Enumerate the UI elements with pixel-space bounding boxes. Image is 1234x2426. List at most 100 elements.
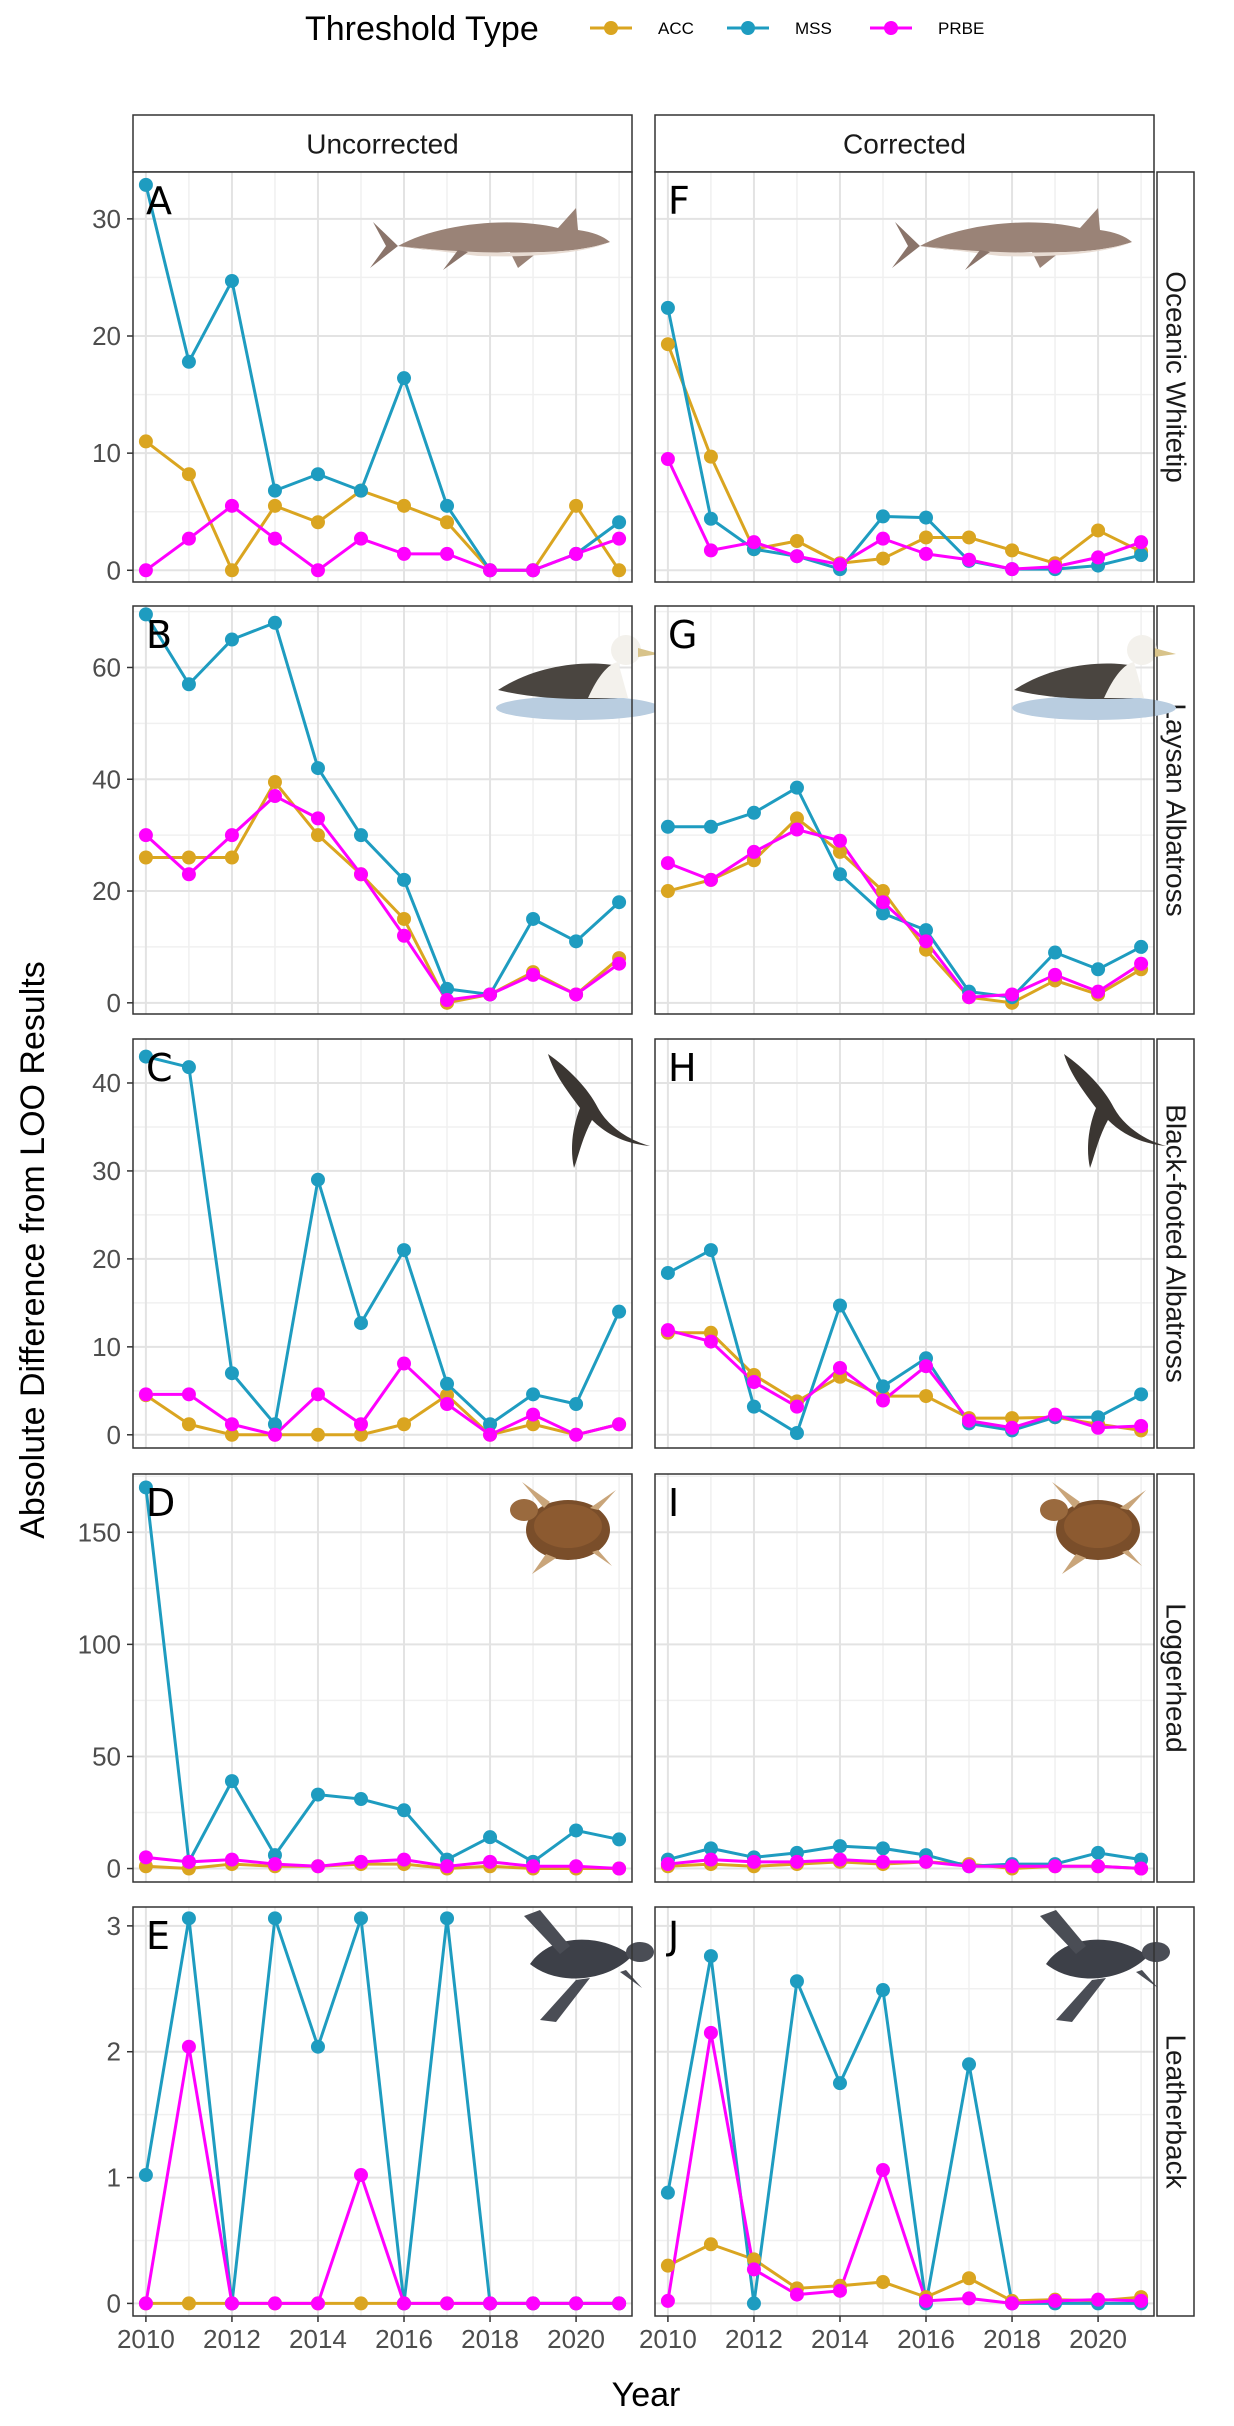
data-point-prbe [181, 1387, 196, 1402]
data-point-mss [569, 1397, 584, 1412]
data-point-acc [224, 1427, 239, 1442]
panel-letter: C [146, 1046, 173, 1090]
data-point-acc [832, 844, 847, 859]
panel-border [132, 605, 633, 1015]
data-point-mss [397, 371, 412, 386]
data-point-prbe [267, 1427, 282, 1442]
data-point-mss [353, 828, 368, 843]
data-point-mss [660, 300, 675, 315]
data-point-prbe [703, 543, 718, 558]
data-point-prbe [397, 2296, 412, 2311]
data-point-acc [181, 850, 196, 865]
x-axis-title: Year [612, 2376, 681, 2414]
row-strip-label: Leatherback [1161, 2034, 1192, 2189]
data-point-prbe [440, 993, 455, 1008]
panel-A: A 0 10 20 30 [92, 171, 633, 585]
data-point-mss [526, 911, 541, 926]
row-leatherback: Leatherback E 0 1 2 3 2010 2012 2014 2016 2018 2020… [107, 1906, 1195, 2354]
data-point-prbe [1005, 1859, 1020, 1874]
data-point-mss [138, 607, 153, 622]
data-point-prbe [962, 1413, 977, 1428]
data-point-mss [1048, 945, 1063, 960]
data-point-prbe [660, 2293, 675, 2308]
data-point-prbe [1134, 956, 1149, 971]
data-point-acc [703, 2237, 718, 2252]
data-point-mss [310, 1172, 325, 1187]
data-point-prbe [224, 1852, 239, 1867]
panel-letter: F [668, 179, 690, 223]
y-tick-label: 3 [107, 1911, 121, 1941]
data-point-mss [1091, 1845, 1106, 1860]
data-point-prbe [1005, 987, 1020, 1002]
data-point-mss [703, 1949, 718, 1964]
data-point-mss [789, 1426, 804, 1441]
series-line-prbe [145, 1855, 620, 1871]
y-tick-label: 0 [107, 2288, 121, 2318]
data-point-mss [832, 2076, 847, 2091]
data-point-prbe [1134, 535, 1149, 550]
panel-border [132, 1038, 633, 1449]
panel-C: C 0 10 20 30 40 [92, 1038, 650, 1450]
x-tick-label: 2018 [983, 2324, 1041, 2354]
data-point-acc [138, 434, 153, 449]
data-point-mss [310, 2039, 325, 2054]
strip-box [132, 114, 633, 173]
data-point-acc [660, 337, 675, 352]
panel-B: B 0 20 40 60 [92, 605, 660, 1018]
data-point-mss [310, 467, 325, 482]
data-point-acc [181, 2296, 196, 2311]
data-point-acc [526, 1417, 541, 1432]
loggerhead-turtle-icon [510, 1482, 616, 1574]
data-point-prbe [397, 546, 412, 561]
y-tick-label: 20 [92, 876, 121, 906]
data-point-mss [703, 819, 718, 834]
data-point-mss [224, 632, 239, 647]
data-point-prbe [1134, 1419, 1149, 1434]
data-point-acc [962, 2271, 977, 2286]
data-point-acc [310, 515, 325, 530]
data-point-mss [832, 1839, 847, 1854]
data-point-prbe [310, 2296, 325, 2311]
data-point-prbe [224, 498, 239, 513]
series-line-mss [666, 1954, 1142, 2305]
data-point-mss [138, 2168, 153, 2183]
data-point-prbe [875, 531, 890, 546]
series-line-prbe [667, 1328, 1142, 1430]
row-loggerhead: Loggerhead D 0 50 100 150 I [78, 1473, 1195, 1884]
data-point-mss [483, 1830, 498, 1845]
data-point-acc [875, 551, 890, 566]
data-point-mss [919, 923, 934, 938]
data-point-prbe [267, 789, 282, 804]
data-point-prbe [1048, 1859, 1063, 1874]
y-tick-label: 1 [107, 2163, 121, 2193]
data-point-acc [1005, 1411, 1020, 1426]
data-point-acc [1091, 523, 1106, 538]
data-point-prbe [138, 2296, 153, 2311]
panel-letter: I [668, 1481, 679, 1525]
x-tick-label: 2014 [289, 2324, 347, 2354]
data-point-prbe [703, 2025, 718, 2040]
y-tick-label: 40 [92, 1068, 121, 1098]
data-point-mss [962, 2057, 977, 2072]
legend-entry-prbe: PRBE [870, 19, 984, 38]
data-point-prbe [138, 1850, 153, 1865]
data-point-acc [181, 467, 196, 482]
data-point-prbe [267, 531, 282, 546]
series-line-mss [667, 1844, 1142, 1868]
y-tick-label: 10 [92, 1332, 121, 1362]
data-point-acc [962, 530, 977, 545]
panel-E: E 0 1 2 3 2010 2012 2014 2016 2018 2020 [107, 1906, 654, 2354]
data-point-prbe [789, 1854, 804, 1869]
x-tick-label: 2020 [1069, 2324, 1127, 2354]
data-point-prbe [310, 1859, 325, 1874]
series-line-prbe [144, 2045, 620, 2305]
data-point-mss [703, 1841, 718, 1856]
data-point-prbe [1091, 1859, 1106, 1874]
data-point-prbe [483, 563, 498, 578]
data-point-mss [1091, 1410, 1106, 1425]
data-point-prbe [224, 828, 239, 843]
row-strip: Leatherback [1156, 1906, 1195, 2317]
data-point-prbe [1091, 550, 1106, 565]
data-point-prbe [1091, 1420, 1106, 1435]
